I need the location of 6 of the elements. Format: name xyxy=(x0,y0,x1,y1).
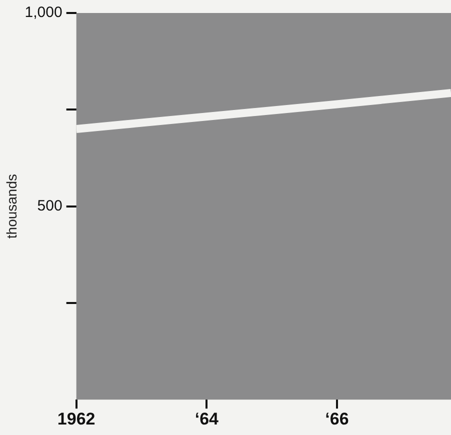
x-tick-label: 1962 xyxy=(57,409,96,428)
x-tick-label: ‘66 xyxy=(325,409,349,428)
y-tick-label: 500 xyxy=(37,197,62,214)
y-tick-label: 1,000 xyxy=(24,4,62,22)
y-axis-title: thousands xyxy=(3,174,20,239)
x-tick-label: ‘64 xyxy=(194,409,220,428)
